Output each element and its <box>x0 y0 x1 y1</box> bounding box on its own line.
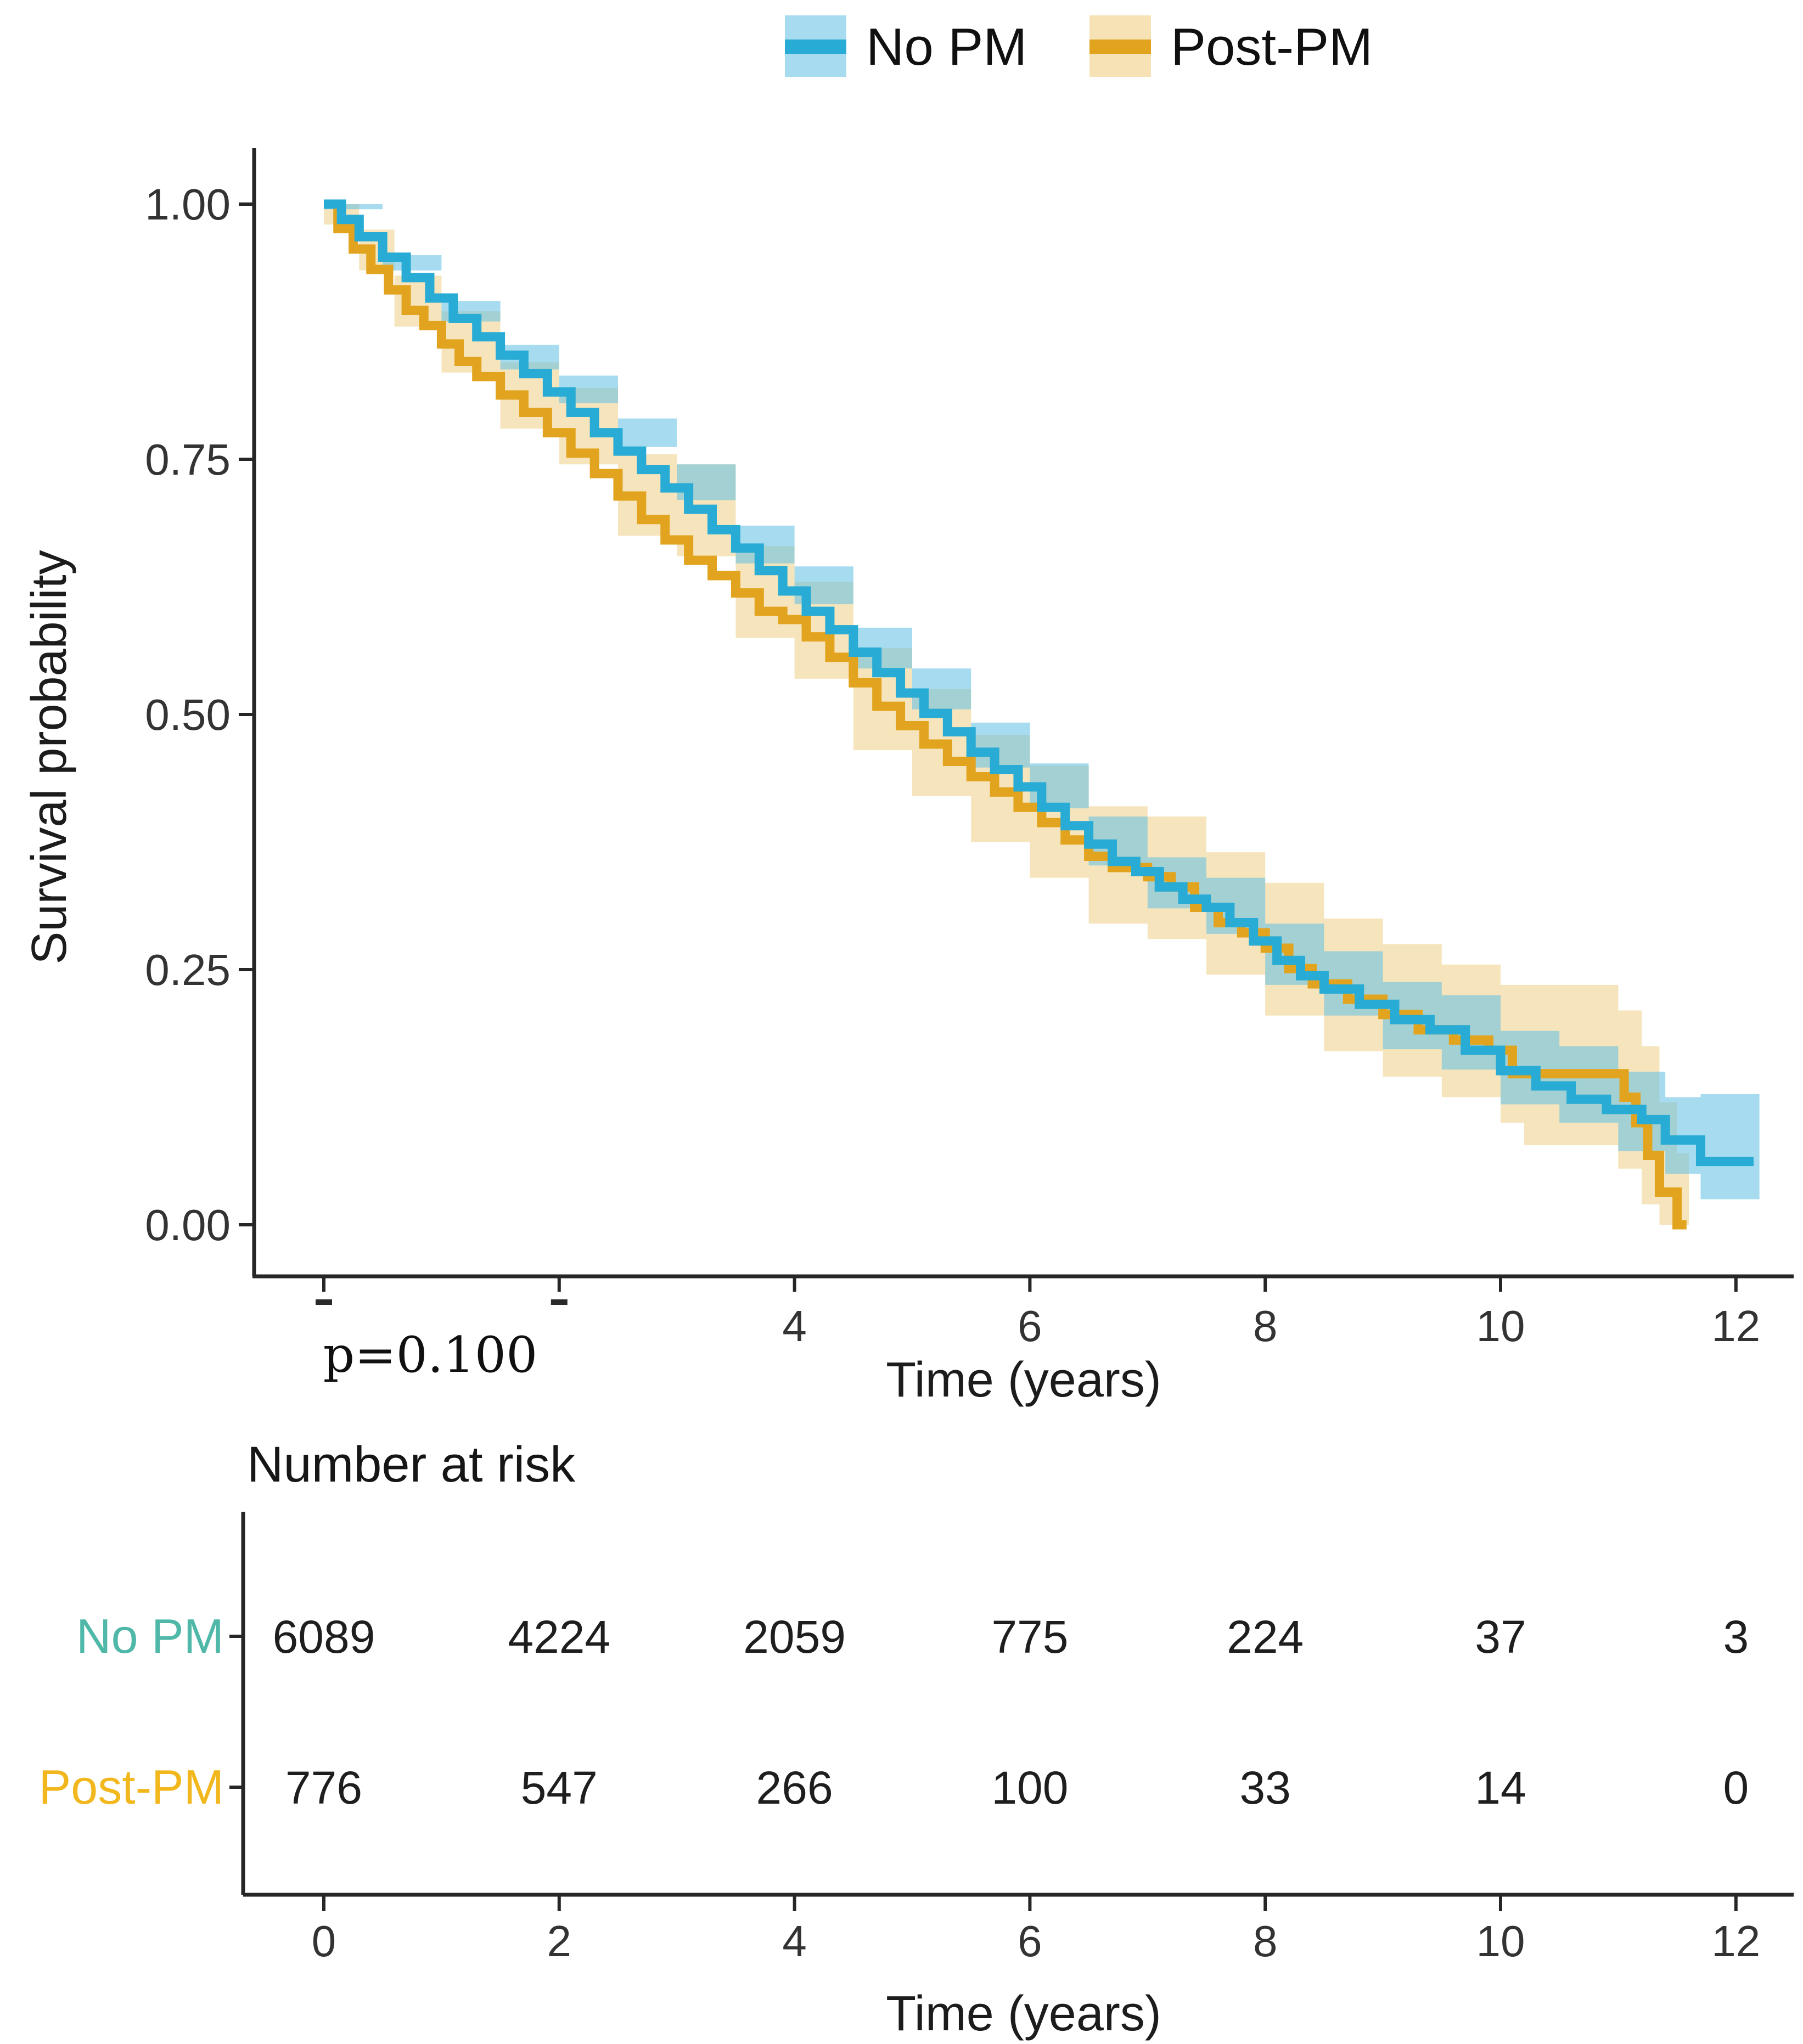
risk-count: 547 <box>521 1762 598 1814</box>
confidence-bands-layer <box>324 204 1760 1225</box>
risk-count: 776 <box>285 1762 362 1814</box>
legend: No PM Post-PM <box>785 15 1373 77</box>
x-axis-title: Time (years) <box>886 1353 1161 1407</box>
risk-count: 14 <box>1475 1762 1526 1814</box>
risk-x-tick-label: 2 <box>547 1917 572 1966</box>
y-tick-label: 0.50 <box>145 690 231 739</box>
x-tick-label: 6 <box>1018 1302 1042 1350</box>
risk-row-label-no-pm: No PM <box>76 1609 224 1663</box>
x-tick-label: 10 <box>1476 1302 1525 1350</box>
ci-band-no-pm <box>324 204 1760 1200</box>
x-tick-label-remnant <box>551 1299 568 1305</box>
risk-table-title: Number at risk <box>247 1437 576 1493</box>
risk-count: 100 <box>991 1762 1068 1814</box>
x-tick-label-remnant <box>316 1299 332 1305</box>
risk-count: 37 <box>1475 1611 1526 1663</box>
risk-count: 33 <box>1239 1762 1290 1814</box>
legend-swatch-line-no-pm <box>785 40 846 54</box>
risk-table-x-axis-title: Time (years) <box>886 1986 1161 2041</box>
legend-swatch-line-post-pm <box>1089 40 1151 54</box>
y-tick-label: 0.75 <box>145 435 231 484</box>
risk-count: 266 <box>756 1762 833 1814</box>
x-tick-label: 4 <box>782 1302 807 1350</box>
risk-count: 224 <box>1227 1611 1304 1663</box>
y-tick-label: 0.00 <box>145 1201 231 1249</box>
y-tick-label: 1.00 <box>145 180 231 229</box>
legend-label-no-pm: No PM <box>866 18 1027 76</box>
risk-x-tick-label: 10 <box>1476 1917 1525 1966</box>
risk-count: 775 <box>991 1611 1068 1663</box>
x-tick-label: 8 <box>1253 1302 1278 1350</box>
y-axis-title: Survival probability <box>22 550 77 964</box>
risk-count: 4224 <box>508 1611 610 1663</box>
y-tick-label: 0.25 <box>145 945 231 994</box>
x-tick-label: 12 <box>1711 1302 1760 1350</box>
risk-row-label-post-pm: Post-PM <box>39 1760 224 1814</box>
km-curve-post-pm <box>324 199 1687 1230</box>
axes-layer: 1.00 0.75 0.50 0.25 0.00 4 6 8 10 12 <box>145 148 1794 1350</box>
risk-x-tick-label: 8 <box>1253 1917 1278 1966</box>
risk-count: 6089 <box>273 1611 375 1663</box>
risk-count: 3 <box>1723 1611 1749 1663</box>
km-curve-no-pm <box>324 199 1754 1167</box>
risk-count: 0 <box>1723 1762 1749 1814</box>
risk-x-tick-label: 12 <box>1711 1917 1760 1966</box>
km-curves-layer <box>324 199 1754 1230</box>
risk-count: 2059 <box>743 1611 846 1663</box>
risk-x-tick-label: 4 <box>782 1917 807 1966</box>
risk-x-tick-label: 0 <box>312 1917 336 1966</box>
risk-table-layer: No PM 6089 4224 2059 775 224 37 3 Post-PM 776 547 2… <box>39 1512 1794 1966</box>
risk-x-tick-label: 6 <box>1018 1917 1042 1966</box>
legend-label-post-pm: Post-PM <box>1171 18 1373 76</box>
p-value-annotation: p=0.100 <box>323 1326 538 1384</box>
